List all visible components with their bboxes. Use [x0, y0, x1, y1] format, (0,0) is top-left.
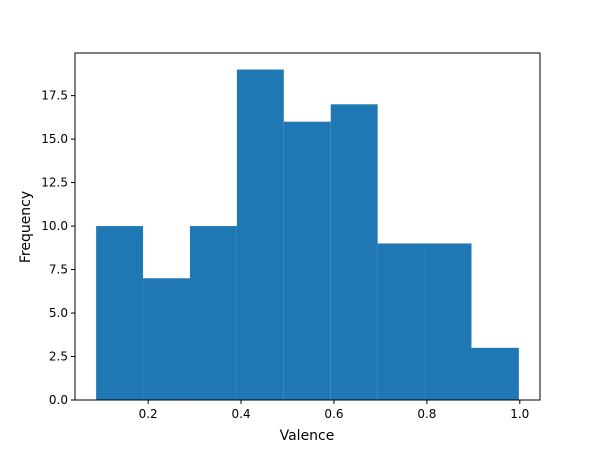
- x-tick-label: 0.4: [232, 407, 251, 421]
- y-axis-label: Frequency: [18, 191, 34, 263]
- bar: [189, 226, 237, 400]
- y-tick-label: 5.0: [49, 306, 68, 320]
- y-tick-label: 12.5: [41, 176, 68, 190]
- x-tick-label: 1.0: [510, 407, 529, 421]
- x-tick-label: 0.2: [139, 407, 158, 421]
- bar: [330, 104, 378, 400]
- y-tick-label: 15.0: [41, 132, 68, 146]
- y-tick-label: 7.5: [49, 263, 68, 277]
- y-tick-label: 10.0: [41, 219, 68, 233]
- y-tick-label: 0.0: [49, 393, 68, 407]
- bar: [377, 243, 425, 400]
- y-tick-label: 17.5: [41, 89, 68, 103]
- bar: [283, 121, 331, 401]
- bar: [424, 243, 472, 400]
- bar: [236, 69, 284, 401]
- y-tick-label: 2.5: [49, 350, 68, 364]
- x-tick-label: 0.6: [324, 407, 343, 421]
- bar: [96, 226, 144, 400]
- x-tick-label: 0.8: [417, 407, 436, 421]
- bar: [143, 278, 190, 400]
- bar: [471, 347, 519, 400]
- x-axis-label: Valence: [280, 428, 335, 444]
